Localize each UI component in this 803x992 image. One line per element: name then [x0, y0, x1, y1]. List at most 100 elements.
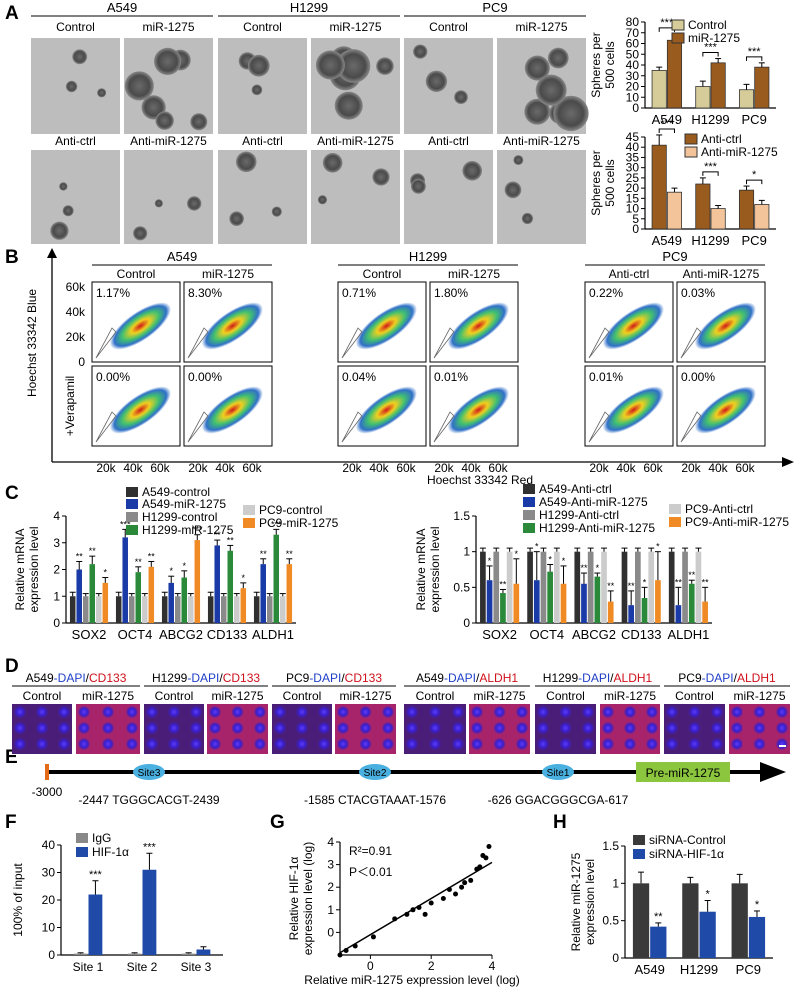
bar — [688, 583, 695, 623]
y-axis-label: 500 cells — [603, 159, 617, 206]
sphere-blob — [513, 155, 524, 166]
nucleus — [209, 722, 221, 734]
sphere-blob — [271, 206, 282, 217]
bar — [648, 551, 655, 623]
significance-mark: * — [515, 549, 519, 559]
significance-mark: * — [596, 563, 600, 573]
panel-a-condition-label: Anti-ctrl — [428, 134, 469, 148]
flow-plot — [91, 365, 181, 447]
flow-density — [694, 386, 756, 434]
pre-mir-1275-box — [636, 762, 730, 782]
x-tick-label: Site 3 — [181, 960, 212, 974]
significance-mark: * — [752, 169, 757, 181]
nucleus — [493, 722, 506, 734]
bar — [731, 883, 748, 958]
significance-mark: ** — [628, 581, 636, 591]
y-axis-label: 500 cells — [603, 41, 617, 88]
nucleus — [78, 738, 90, 750]
sphere-blob — [124, 71, 154, 101]
nucleus — [429, 706, 441, 718]
nucleus — [254, 738, 266, 750]
nucleus — [359, 722, 372, 734]
legend-label: siRNA-Control — [649, 833, 726, 847]
bar — [748, 916, 766, 958]
legend-swatch — [126, 512, 138, 522]
panel-b-condition-label: Control — [117, 267, 156, 281]
legend-swatch — [633, 849, 645, 859]
x-tick-label: H1299 — [691, 233, 729, 248]
nucleus — [452, 722, 464, 734]
nucleus — [168, 706, 180, 718]
x-tick-label: ABCG2 — [572, 627, 616, 642]
panel-b-x-arrow — [782, 457, 794, 467]
bar — [607, 601, 614, 623]
side-population-gate — [341, 411, 363, 443]
nucleus — [602, 722, 614, 734]
side-population-gate — [680, 411, 702, 443]
flow-percentage: 1.17% — [96, 286, 130, 300]
significance-mark: * — [705, 889, 710, 901]
side-population-gate — [588, 411, 610, 443]
panel-b-ytick: 60k — [66, 280, 86, 294]
sphere-blob — [190, 113, 208, 131]
nucleus — [471, 706, 483, 718]
panel-b-y-arrow — [47, 248, 57, 258]
nucleus — [471, 722, 483, 734]
bar — [188, 596, 194, 623]
panel-d-condition-label: miR-1275 — [339, 689, 391, 703]
nucleus — [274, 722, 286, 734]
promoter-start-label: -3000 — [32, 785, 63, 799]
start-marker — [45, 764, 49, 780]
nucleus — [36, 738, 48, 750]
nucleus — [231, 706, 244, 718]
bar — [128, 596, 135, 623]
panel-b-ytick: 20k — [66, 330, 86, 344]
sphere-blob — [229, 211, 244, 226]
sphere-blob — [524, 55, 550, 81]
bar — [142, 596, 148, 623]
significance-mark: ** — [286, 549, 294, 559]
bar — [194, 540, 201, 623]
bar — [695, 183, 711, 230]
sphere-blob — [372, 168, 390, 186]
nucleus — [559, 722, 572, 734]
y-tick-label: 70 — [626, 26, 640, 40]
y-axis-label: Spheres per — [589, 32, 603, 97]
scatter-point — [462, 880, 468, 886]
panel-d-marker: CD133 — [223, 671, 261, 685]
panel-d-group-title: A549-DAPI/ALDH1 — [416, 671, 518, 685]
panel-a-condition-label: Control — [429, 20, 468, 34]
y-tick-label: 0 — [463, 616, 470, 630]
y-tick-label: 1 — [327, 903, 334, 917]
nucleus — [582, 706, 594, 718]
bar — [174, 596, 181, 623]
bar — [702, 601, 708, 623]
x-tick-label: OCT4 — [118, 627, 153, 642]
nucleus — [254, 706, 266, 718]
y-tick-label: 20 — [42, 893, 56, 907]
panel-label-d: D — [5, 656, 19, 677]
panel-d-dapi: -DAPI — [578, 671, 610, 685]
significance-mark: * — [169, 566, 173, 576]
nucleus — [731, 738, 743, 750]
nucleus — [666, 706, 678, 718]
legend-swatch — [243, 518, 255, 528]
legend-label: Control — [688, 18, 727, 32]
flow-percentage: 8.30% — [188, 286, 222, 300]
nucleus — [624, 706, 636, 718]
panel-d-group-title: PC9-DAPI/CD133 — [286, 671, 382, 685]
panel-d-condition-label: Control — [546, 689, 585, 703]
x-tick-label: ALDH1 — [667, 627, 709, 642]
nucleus — [102, 722, 114, 734]
panel-a-condition-label: Anti-miR-1275 — [130, 134, 207, 148]
bar — [553, 551, 560, 623]
panel-b-ylabel-verapamil: +Verapamil — [63, 376, 77, 436]
nucleus — [429, 722, 441, 734]
y-tick-label: 10 — [626, 90, 640, 104]
significance-mark: *** — [748, 46, 762, 58]
panel-b-xtick: 60k — [150, 461, 170, 475]
panel-a-condition-label: Anti-ctrl — [55, 134, 96, 148]
x-tick-label: OCT4 — [529, 627, 564, 642]
